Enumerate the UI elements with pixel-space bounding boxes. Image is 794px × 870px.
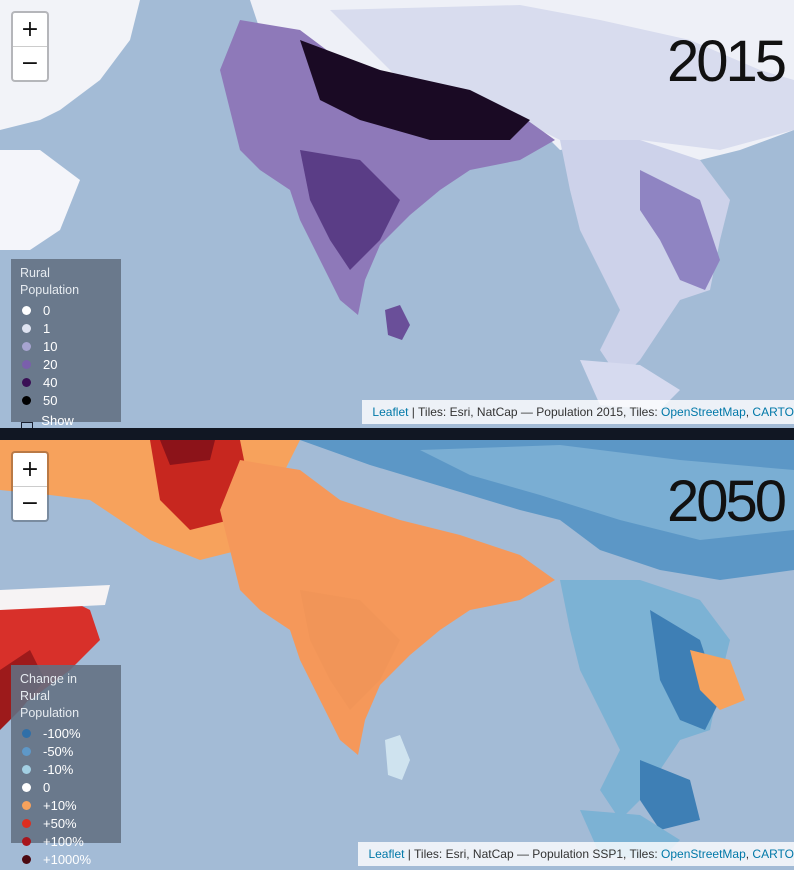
- legend-swatch: [22, 746, 31, 756]
- population-change-2050-map[interactable]: + − 2050 Change in Rural Population -100…: [0, 440, 794, 870]
- legend-item: 0: [20, 778, 111, 796]
- legend-label: +10%: [43, 797, 77, 813]
- leaflet-link[interactable]: Leaflet: [368, 847, 405, 861]
- legend-item: +1000%: [20, 850, 111, 868]
- zoom-out-button[interactable]: −: [13, 46, 47, 80]
- legend-swatch: [22, 800, 31, 810]
- legend-label: 0: [43, 302, 51, 318]
- zoom-out-button[interactable]: −: [13, 486, 47, 520]
- legend-label: 1: [43, 320, 51, 336]
- legend-item: 50: [20, 391, 111, 409]
- legend-title-line1: Change in: [20, 672, 77, 686]
- population-2015-map[interactable]: + − 2015 Rural Population 0 1 10 20 40 5…: [0, 0, 794, 428]
- legend-item: 0: [20, 301, 111, 319]
- legend-swatch: [22, 377, 31, 387]
- legend-label: 10: [43, 338, 58, 354]
- carto-link[interactable]: CARTO: [752, 847, 794, 861]
- legend-swatch: [22, 836, 31, 846]
- legend-swatch: [22, 305, 31, 315]
- legend-label: -100%: [43, 725, 81, 741]
- legend-label: -10%: [43, 761, 74, 777]
- year-label: 2050: [666, 469, 787, 534]
- legend-item: +50%: [20, 814, 111, 832]
- osm-link[interactable]: OpenStreetMap: [661, 405, 746, 419]
- legend: Change in Rural Population -100% -50% -1…: [11, 665, 121, 867]
- map-divider: [0, 428, 794, 440]
- legend-label: +100%: [43, 833, 84, 849]
- carto-link[interactable]: CARTO: [752, 405, 794, 419]
- leaflet-link[interactable]: Leaflet: [372, 405, 409, 419]
- attribution-separator: ,: [745, 405, 753, 419]
- zoom-in-button[interactable]: +: [20, 17, 40, 42]
- legend-swatch: [22, 818, 31, 828]
- year-label: 2015: [666, 29, 787, 94]
- legend-item: +100%: [20, 832, 111, 850]
- legend-label: -50%: [43, 743, 74, 759]
- legend-label: 20: [43, 356, 58, 372]
- attribution-text: | Tiles: Esri, NatCap — Population SSP1,…: [404, 847, 662, 861]
- legend-swatch: [22, 341, 31, 351]
- legend-swatch: [22, 728, 31, 738]
- legend-item: -50%: [20, 742, 111, 760]
- legend-swatch: [22, 323, 31, 333]
- attribution: Leaflet | Tiles: Esri, NatCap — Populati…: [362, 400, 794, 424]
- legend: Rural Population 0 1 10 20 40 50 Show La…: [11, 259, 121, 428]
- legend-swatch: [22, 395, 31, 405]
- legend-title-line2: Rural Population: [20, 689, 80, 720]
- attribution-text: | Tiles: Esri, NatCap — Population 2015,…: [408, 405, 662, 419]
- legend-label: +50%: [43, 815, 77, 831]
- legend-swatch: [22, 854, 31, 864]
- legend-item: -100%: [20, 724, 111, 742]
- map-tiles-2015[interactable]: [0, 0, 794, 428]
- attribution-separator: ,: [745, 847, 753, 861]
- legend-swatch: [22, 764, 31, 774]
- legend-label: 50: [43, 392, 58, 408]
- legend-label: 0: [43, 779, 51, 795]
- legend-label: 40: [43, 374, 58, 390]
- attribution: Leaflet | Tiles: Esri, NatCap — Populati…: [358, 842, 794, 866]
- legend-item: 10: [20, 337, 111, 355]
- legend-swatch: [22, 359, 31, 369]
- legend-title: Change in Rural Population: [20, 671, 111, 722]
- legend-swatch: [22, 782, 31, 792]
- show-labels-toggle[interactable]: Show Labels: [20, 413, 111, 428]
- legend-item: 20: [20, 355, 111, 373]
- zoom-control: + −: [11, 451, 49, 522]
- show-labels-label: Show Labels: [41, 413, 74, 428]
- zoom-in-button[interactable]: +: [20, 457, 40, 482]
- show-labels-checkbox[interactable]: [21, 421, 34, 428]
- legend-label: +1000%: [43, 851, 92, 867]
- legend-item: 40: [20, 373, 111, 391]
- legend-title: Rural Population: [20, 266, 80, 297]
- legend-item: 1: [20, 319, 111, 337]
- zoom-control: + −: [11, 11, 49, 82]
- legend-item: +10%: [20, 796, 111, 814]
- legend-item: -10%: [20, 760, 111, 778]
- osm-link[interactable]: OpenStreetMap: [661, 847, 746, 861]
